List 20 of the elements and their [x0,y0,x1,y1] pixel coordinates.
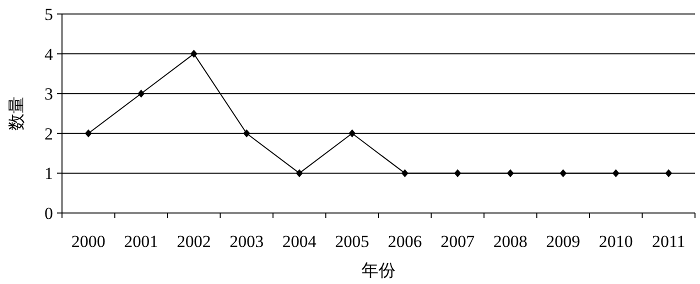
x-tick-label: 2003 [230,232,264,251]
y-tick-label: 4 [44,44,54,64]
x-tick-label: 2004 [282,232,317,251]
x-tick-label: 2008 [493,232,528,251]
y-tick-label: 1 [44,164,53,184]
y-tick-label: 0 [44,204,53,223]
x-tick-label: 2005 [335,232,370,251]
y-tick-label: 5 [44,5,53,24]
x-tick-label: 2010 [598,232,633,251]
x-tick-label: 2007 [440,232,476,251]
x-tick-label: 2011 [652,232,686,251]
x-tick-label: 2006 [388,232,422,251]
y-tick-label: 3 [44,84,53,104]
x-tick-label: 2000 [71,232,106,251]
y-axis-title: 数量 [7,96,26,130]
x-tick-label: 2009 [546,232,580,251]
x-axis-title: 年份 [362,261,396,280]
x-tick-label: 2001 [124,232,158,251]
x-tick-label: 2002 [176,232,211,251]
y-tick-label: 2 [44,124,53,144]
